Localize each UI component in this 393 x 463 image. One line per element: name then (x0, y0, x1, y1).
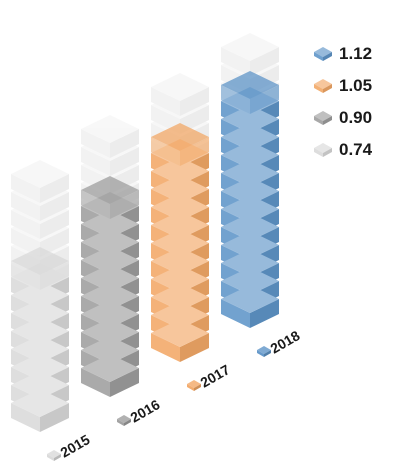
legend-swatch (314, 79, 332, 93)
legend-value: 0.74 (339, 140, 373, 159)
bar-2018 (221, 87, 279, 328)
category-label-2017: 2017 (198, 361, 233, 391)
bar-2016 (81, 192, 139, 397)
legend-swatch (314, 111, 332, 125)
legend-value: 1.05 (339, 76, 372, 95)
legend-item: 0.74 (314, 140, 373, 159)
bar-2015-block (11, 389, 69, 432)
cap-markers (11, 71, 279, 290)
legend-value: 0.90 (339, 108, 372, 127)
legend-item: 0.90 (314, 108, 372, 127)
bar-2015-cap (11, 247, 69, 290)
legend-item: 1.05 (314, 76, 372, 95)
legend-swatch (314, 143, 332, 157)
bar-2016-cap (81, 176, 139, 219)
category-marker-2017 (187, 380, 201, 391)
category-marker-2015 (47, 450, 61, 461)
legend-swatch (314, 47, 332, 61)
legend: 1.12 1.05 0.90 0.74 (314, 44, 373, 159)
bar-2016-block (81, 354, 139, 397)
bar-2018-cap (221, 71, 279, 114)
legend-value: 1.12 (339, 44, 372, 63)
bar-2017-block (151, 319, 209, 362)
category-label-2016: 2016 (128, 396, 163, 426)
bar-2017 (151, 139, 209, 362)
category-label-2015: 2015 (58, 431, 93, 461)
ghost-column-2015 (11, 160, 69, 293)
legend-item: 1.12 (314, 44, 372, 63)
bar-2018-block (221, 285, 279, 328)
category-label-2018: 2018 (268, 327, 303, 357)
bar-2017-cap (151, 123, 209, 166)
category-marker-2018 (257, 346, 271, 357)
category-marker-2016 (117, 415, 131, 426)
